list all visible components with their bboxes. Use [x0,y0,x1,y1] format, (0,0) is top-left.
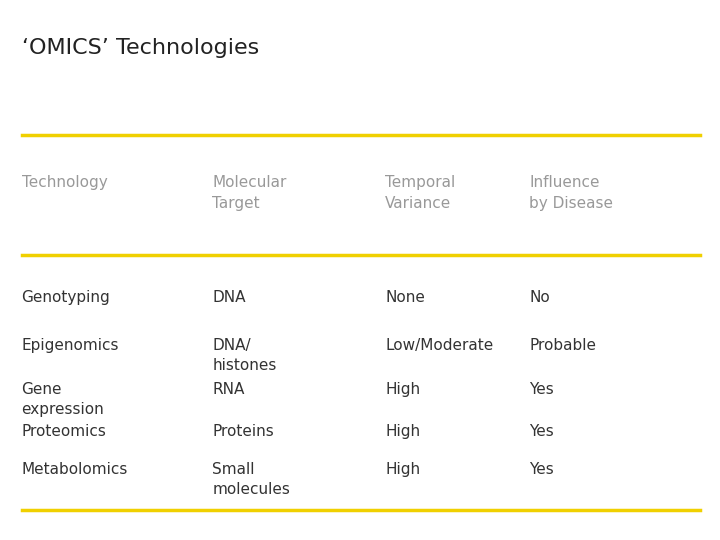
Text: Influence
by Disease: Influence by Disease [529,175,613,211]
Text: Probable: Probable [529,338,596,353]
Text: DNA: DNA [212,290,246,305]
Text: Yes: Yes [529,424,554,439]
Text: ‘OMICS’ Technologies: ‘OMICS’ Technologies [22,38,259,58]
Text: Proteins: Proteins [212,424,274,439]
Text: Temporal
Variance: Temporal Variance [385,175,456,211]
Text: Low/Moderate: Low/Moderate [385,338,493,353]
Text: Gene
expression: Gene expression [22,382,104,417]
Text: RNA: RNA [212,382,245,397]
Text: Genotyping: Genotyping [22,290,110,305]
Text: Proteomics: Proteomics [22,424,107,439]
Text: None: None [385,290,425,305]
Text: DNA/
histones: DNA/ histones [212,338,276,373]
Text: High: High [385,382,420,397]
Text: Small
molecules: Small molecules [212,462,290,497]
Text: Molecular
Target: Molecular Target [212,175,287,211]
Text: High: High [385,462,420,477]
Text: Technology: Technology [22,175,107,190]
Text: High: High [385,424,420,439]
Text: Epigenomics: Epigenomics [22,338,119,353]
Text: Yes: Yes [529,382,554,397]
Text: Metabolomics: Metabolomics [22,462,128,477]
Text: No: No [529,290,550,305]
Text: Yes: Yes [529,462,554,477]
